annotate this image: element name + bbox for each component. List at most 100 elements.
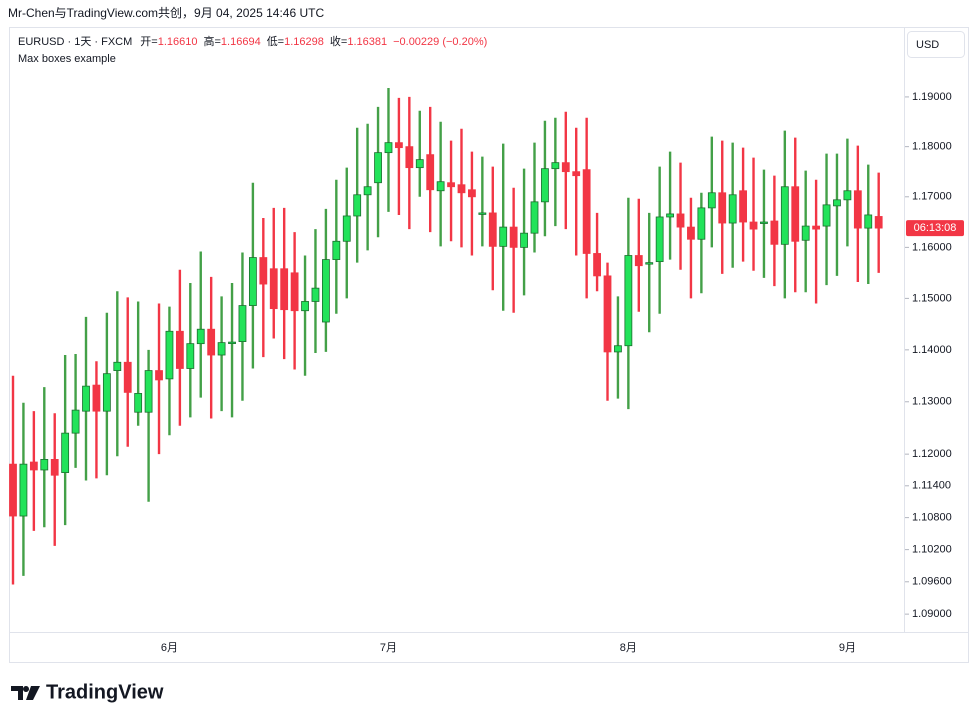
candle-body <box>301 301 309 312</box>
candle-body <box>415 159 424 169</box>
candle-body <box>801 225 810 241</box>
candle-body <box>666 213 674 218</box>
candle-body <box>530 201 539 234</box>
y-tick-label: 1.09000 <box>912 608 952 620</box>
legend: EURUSD · 1天 · FXCM 开=1.16610 高=1.16694 低=1.… <box>18 34 487 48</box>
logo-icon <box>11 686 40 700</box>
candle-body <box>488 212 497 247</box>
legend-label: 收= <box>330 34 347 48</box>
x-tick-label: 6月 <box>161 642 178 654</box>
candle-body <box>655 216 664 263</box>
y-tick-label: 1.18000 <box>912 141 952 153</box>
candle-body <box>603 275 612 353</box>
candle-body <box>718 192 727 224</box>
candle-body <box>614 345 622 353</box>
candle-body <box>353 194 362 217</box>
candle-body <box>280 268 289 311</box>
candle-body <box>384 142 393 154</box>
candle-body <box>572 171 581 177</box>
currency-label[interactable]: USD <box>916 39 939 51</box>
legend-label: 开= <box>140 36 157 48</box>
candle-body <box>82 385 90 412</box>
candle-body <box>9 463 17 517</box>
candle-body <box>822 204 831 227</box>
candle-body <box>342 215 351 242</box>
candle-body <box>102 373 111 412</box>
y-tick-label: 1.15000 <box>912 292 952 304</box>
symbol: EURUSD · 1天 · FXCM <box>18 36 132 48</box>
countdown-tag <box>906 220 964 237</box>
candle-body <box>520 232 528 248</box>
candle-body <box>853 190 862 229</box>
candle-body <box>551 162 560 170</box>
candle-body <box>770 220 779 245</box>
currency-button[interactable] <box>907 31 965 58</box>
candle-body <box>697 207 706 240</box>
candle-body <box>687 226 695 240</box>
candle-body <box>541 168 549 203</box>
x-tick-label: 7月 <box>380 642 397 654</box>
candle-body <box>374 152 382 184</box>
candle-body <box>645 262 654 265</box>
candle-body <box>290 272 299 312</box>
candle-body <box>833 199 841 207</box>
candle-body <box>186 343 195 369</box>
candle-body <box>175 330 184 369</box>
legend-label: 低= <box>267 35 284 48</box>
candle-body <box>593 253 601 277</box>
candle-body <box>259 257 268 285</box>
candle-body <box>196 328 205 345</box>
candle-body <box>92 384 101 412</box>
candle-body <box>457 184 466 194</box>
candle-body <box>321 259 330 323</box>
candle-body <box>40 459 49 471</box>
x-tick-label: 9月 <box>839 642 856 654</box>
candle-body <box>676 213 685 228</box>
countdown: 06:13:08 <box>914 222 957 234</box>
y-tick-label: 1.10200 <box>912 544 952 556</box>
candle-body <box>812 225 821 230</box>
brand: TradingView <box>46 681 164 703</box>
legend-value: 1.16610 <box>158 36 198 48</box>
candle-body <box>113 361 122 371</box>
legend-value: 1.16694 <box>221 36 261 48</box>
candle-body <box>395 142 403 149</box>
legend-value: 1.16298 <box>284 36 324 48</box>
candle-body <box>155 370 163 381</box>
candle-body <box>228 341 236 345</box>
legend-label: 高= <box>203 34 220 48</box>
candle-body <box>624 255 633 347</box>
candle-body <box>134 393 143 413</box>
x-tick-label: 8月 <box>620 642 637 654</box>
candle-body <box>207 328 216 356</box>
candle-body <box>582 169 591 254</box>
candle-body <box>864 214 873 229</box>
candle-body <box>238 305 247 342</box>
candle-body <box>61 432 70 473</box>
candle-body <box>405 146 414 169</box>
candle-body <box>363 186 372 196</box>
candle-body <box>447 182 455 188</box>
candle-body <box>561 162 570 173</box>
candle-body <box>19 463 28 517</box>
candle-body <box>248 257 257 306</box>
candle-body <box>311 287 320 302</box>
candle-body <box>780 186 789 245</box>
change: −0.00229 (−0.20%) <box>393 36 487 48</box>
candle-body <box>843 190 852 201</box>
candle-body <box>478 212 487 215</box>
candle-body <box>332 240 341 260</box>
candle-body <box>634 255 643 267</box>
y-tick-label: 1.11400 <box>912 480 951 492</box>
candle-body <box>499 226 508 247</box>
y-tick-label: 1.14000 <box>912 344 952 356</box>
candle-body <box>217 342 226 356</box>
candle-body <box>707 192 716 209</box>
candle-body <box>29 461 38 471</box>
candle-body <box>165 330 174 380</box>
candle-body <box>749 221 758 230</box>
candle-body <box>468 189 476 198</box>
